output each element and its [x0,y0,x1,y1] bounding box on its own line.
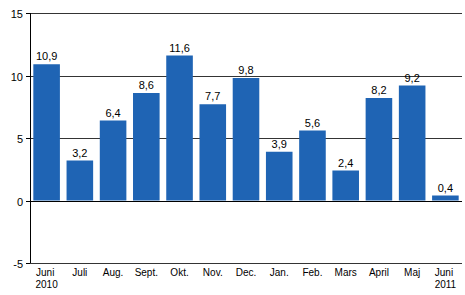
data-label: 2,4 [338,157,353,169]
category-label: Okt. [170,267,188,278]
data-label: 0,4 [438,182,453,194]
bars [33,56,458,201]
category-label-line: Dec. [236,267,257,278]
category-label: Dec. [236,267,257,278]
grid-line [30,76,462,77]
bar [399,86,426,201]
category-label-line: Sept. [135,267,158,278]
data-label: 3,9 [272,138,287,150]
category-label: April [369,267,389,278]
category-label-line: Juni [36,267,57,278]
category-label-line: Juni [435,267,456,278]
tick-mark [26,138,30,139]
category-label-line: Jan. [270,267,289,278]
category-label-line: Feb. [302,267,322,278]
bar [166,56,193,201]
category-label-line: Mars [335,267,357,278]
bar [233,78,260,201]
tick-mark [26,201,30,202]
tick-label: 15 [11,8,23,20]
data-label: 8,6 [139,79,154,91]
tick-label: -5 [13,258,23,270]
category-label-line: Juli [72,267,87,278]
grid-line [30,201,462,202]
data-label: 6,4 [105,107,120,119]
data-label: 7,7 [205,90,220,102]
bar [266,152,293,201]
bar [366,98,393,201]
category-label-line: 2010 [35,279,58,290]
data-label: 11,6 [169,42,190,54]
chart: -5 0 5 10 15 10,9 3,2 6,4 8,6 11,6 7,7 9,8 3,9 5,6 2,4… [0,0,465,295]
tick-label: 10 [11,71,23,83]
bar [133,93,160,201]
category-label-line: Aug. [103,267,124,278]
tick-label: 0 [17,196,23,208]
data-label: 10,9 [36,50,57,62]
bar [67,161,94,201]
tick-label: 5 [17,133,23,145]
category-label: Maj [404,267,420,278]
category-label-line: Maj [404,267,420,278]
data-label: 5,6 [305,117,320,129]
category-label-line: Okt. [170,267,188,278]
grid-line [30,13,462,14]
category-label: Jan. [270,267,289,278]
category-label: Juni 2010 [35,267,58,290]
bar [199,104,226,200]
category-label: Sept. [135,267,158,278]
bar [432,196,459,201]
y-axis [30,13,31,263]
category-label: Juli [72,267,87,278]
category-label: Aug. [103,267,124,278]
data-label: 9,8 [238,64,253,76]
grid-line [30,263,462,264]
bar [332,171,359,201]
bar [33,64,60,200]
data-label: 3,2 [72,147,87,159]
tick-mark [26,263,30,264]
tick-mark [26,13,30,14]
category-label-line: 2011 [435,279,457,290]
bar [100,121,127,201]
category-label: Feb. [302,267,322,278]
category-label: Nov. [203,267,223,278]
data-label: 9,2 [405,72,420,84]
category-label-line: April [369,267,389,278]
tick-mark [26,76,30,77]
category-label: Mars [335,267,357,278]
bar [299,131,326,201]
data-label: 8,2 [371,84,386,96]
category-label: Juni 2011 [435,267,457,290]
category-label-line: Nov. [203,267,223,278]
